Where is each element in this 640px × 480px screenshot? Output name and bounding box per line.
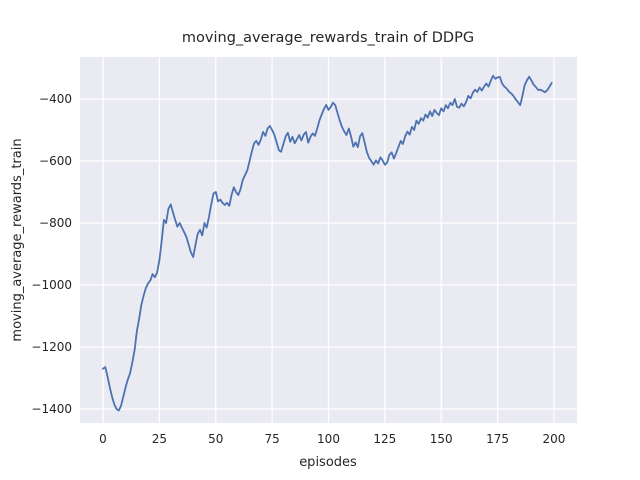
y-tick-label: −800 (39, 216, 72, 230)
data-line-layer (102, 74, 553, 412)
y-tick-labels: −400 −600 −800 −1000 −1200 −1400 (31, 92, 72, 416)
x-tick-label: 150 (430, 432, 453, 446)
x-tick-label: 100 (317, 432, 340, 446)
x-tick-label: 50 (208, 432, 223, 446)
y-tick-label: −1000 (31, 278, 72, 292)
y-tick-label: −1400 (31, 402, 72, 416)
reward-line-series (102, 74, 553, 412)
x-tick-label: 0 (99, 432, 107, 446)
x-axis-label: episodes (299, 455, 357, 470)
x-tick-label: 25 (152, 432, 167, 446)
x-tick-labels: 0 25 50 75 100 125 150 175 200 (99, 432, 565, 446)
chart-title: moving_average_rewards_train of DDPG (182, 30, 474, 46)
x-tick-label: 125 (373, 432, 396, 446)
grid-lines (80, 57, 577, 423)
x-tick-label: 200 (543, 432, 566, 446)
y-tick-label: −1200 (31, 340, 72, 354)
x-tick-label: 175 (486, 432, 509, 446)
y-tick-label: −400 (39, 92, 72, 106)
x-tick-label: 75 (264, 432, 279, 446)
y-axis-label: moving_average_rewards_train (10, 138, 25, 341)
y-tick-label: −600 (39, 154, 72, 168)
